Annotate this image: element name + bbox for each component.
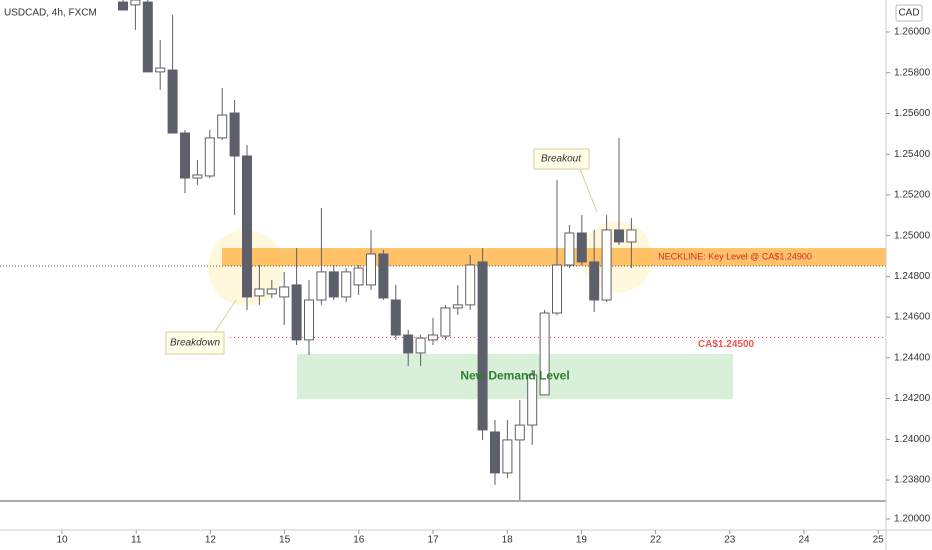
y-tick-label: 1.20000 [894,514,931,525]
candle-body [242,155,252,298]
x-tick-label: 17 [427,535,439,546]
candle-body [328,271,339,298]
x-tick-label: 11 [131,535,142,546]
candle-body [266,288,277,295]
candle-body [415,337,426,354]
candle-body [403,334,414,354]
candle-body [514,424,525,441]
candle-body [130,0,141,6]
zone-label: New Demand Level [460,369,569,383]
x-tick-label: 23 [724,535,736,546]
y-tick-label: 1.26000 [894,27,931,38]
callout-box [165,331,225,355]
x-tick-label: 22 [650,535,662,546]
x-tick-label: 12 [205,535,217,546]
candle-body [254,288,265,297]
candle-body [366,253,376,286]
x-tick-label: 10 [56,535,68,546]
candle-body [452,304,463,309]
y-tick-label: 1.24200 [894,393,931,404]
candle-body [378,253,389,299]
candle-body [576,232,587,263]
candle-body [304,299,314,341]
candle-body [440,307,451,337]
candle-body [614,229,624,243]
candle-body [589,261,600,301]
candle-body [316,271,327,301]
candle-body [167,69,178,134]
y-tick-label: 1.25800 [894,67,931,78]
candles [118,0,637,500]
candle-body [428,334,438,341]
candle-body [229,112,240,157]
y-tick-label: 1.25400 [894,149,931,160]
candle-body [390,299,401,336]
candle-body [353,267,364,286]
candle-body [552,264,562,314]
level-label: CA$1.24500 [698,339,755,350]
candle-body [279,286,290,298]
zones [0,248,886,399]
y-tick-label: 1.23800 [894,475,931,486]
zone [297,353,733,399]
y-tick-label: 1.24400 [894,352,931,363]
candle-body [539,312,550,396]
candle-body [118,1,128,11]
callout-text: Breakdown [170,338,220,349]
currency: CAD [898,8,919,19]
candle-body [180,132,190,179]
callout-pointer [214,299,237,333]
x-tick-label: 24 [798,535,810,546]
x-tick-label: 19 [576,535,588,546]
candle-body [291,284,302,341]
callout-box [533,148,590,170]
currency-box[interactable] [895,4,923,22]
candle-body [490,431,500,474]
candle-body [601,229,612,301]
candle-body [204,137,215,177]
zone-label: NECKLINE: Key Level @ CA$1.24900 [658,251,812,261]
y-tick-label: 1.25000 [894,230,931,241]
candle-body [502,439,513,474]
candle-body [155,67,166,73]
y-tick-label: 1.25600 [894,108,931,119]
candle-body [477,261,488,431]
y-tick-label: 1.24600 [894,312,931,323]
candle-body [626,229,637,243]
y-tick-label: 1.24000 [894,434,931,445]
candle-body [341,271,352,298]
candle-body [217,114,228,139]
candle-body [192,174,203,179]
candle-body [142,1,153,73]
callout-pointer [579,168,598,213]
x-tick-label: 15 [279,535,291,546]
y-tick-label: 1.24800 [894,271,931,282]
chart-title: USDCAD, 4h, FXCM [4,8,97,19]
x-tick-label: 18 [502,535,514,546]
y-tick-label: 1.25200 [894,190,931,201]
candle-body [465,264,476,306]
callout-text: Breakout [541,154,582,165]
candle-body [564,232,575,266]
x-tick-label: 25 [873,535,885,546]
x-tick-label: 16 [353,535,365,546]
candle-body [527,374,538,426]
